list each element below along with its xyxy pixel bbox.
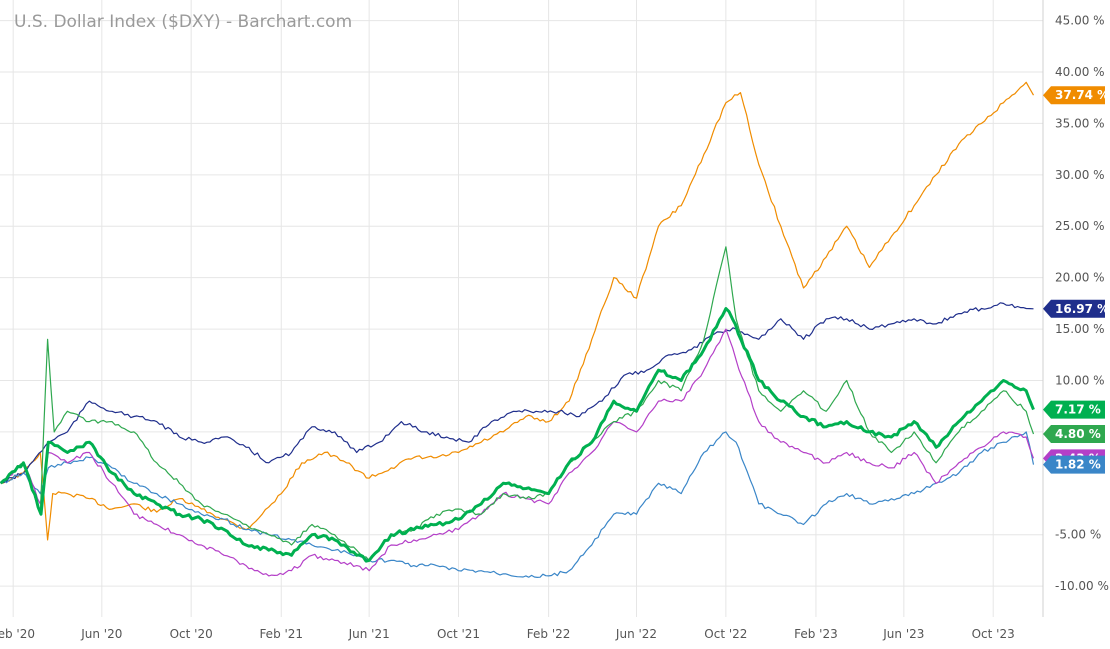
value-badge-label: 4.80 % [1055,427,1101,441]
x-tick-label: Feb '21 [259,627,303,641]
y-tick-label: -5.00 % [1055,528,1101,542]
y-tick-label: 20.00 % [1055,271,1105,285]
x-tick-label: Oct '20 [170,627,213,641]
grid [0,0,1043,617]
value-badge-label: 7.17 % [1055,403,1101,417]
y-tick-label: 30.00 % [1055,168,1105,182]
chart-title: U.S. Dollar Index ($DXY) - Barchart.com [14,12,352,32]
value-badge [1043,86,1105,105]
last-value-badges: 37.74 %16.97 %7.17 %4.80 %2.43 %1.82 % [1043,86,1109,474]
x-tick-label: Jun '22 [615,627,657,641]
x-tick-label: Feb '23 [794,627,838,641]
y-tick-label: 25.00 % [1055,219,1105,233]
value-badge [1043,400,1105,419]
x-tick-label: Oct '21 [437,627,480,641]
y-tick-label: 45.00 % [1055,14,1105,28]
series-lines [0,81,1035,578]
series-line [0,81,1035,541]
series-line [0,328,1035,577]
series-line [0,302,1034,484]
x-tick-label: Oct '22 [704,627,747,641]
series-line [0,307,1035,563]
value-badge [1043,424,1105,443]
value-badge [1043,299,1105,318]
value-badge [1043,455,1105,474]
y-tick-label: 15.00 % [1055,322,1105,336]
y-tick-label: 40.00 % [1055,65,1105,79]
x-tick-label: Jun '21 [348,627,390,641]
value-badge-label: 37.74 % [1055,88,1109,102]
series-line [0,246,1035,561]
x-tick-label: Feb '20 [0,627,35,641]
value-badge-label: 1.82 % [1055,458,1101,472]
x-tick-label: Jun '23 [882,627,924,641]
x-tick-label: Jun '20 [80,627,122,641]
y-tick-label: -10.00 % [1055,579,1109,593]
y-tick-label: 10.00 % [1055,373,1105,387]
x-tick-label: Oct '23 [972,627,1015,641]
x-tick-label: Feb '22 [527,627,571,641]
y-tick-label: 35.00 % [1055,116,1105,130]
value-badge-label: 16.97 % [1055,302,1109,316]
series-line [0,431,1035,578]
